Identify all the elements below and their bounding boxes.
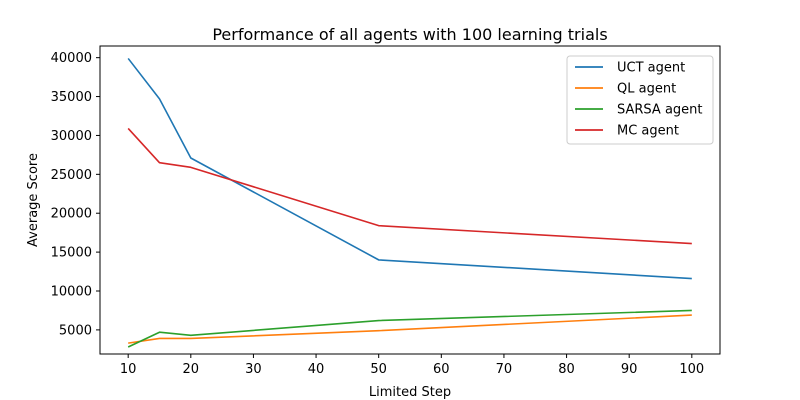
- x-tick-label: 80: [558, 362, 575, 377]
- series-line-2: [127, 309, 692, 348]
- legend-label-2: SARSA agent: [617, 103, 703, 118]
- series-lines: [127, 57, 692, 348]
- x-tick-label: 50: [370, 362, 387, 377]
- x-tick-label: 60: [433, 362, 450, 377]
- x-axis: 10 20 30 40 50 60 70 80 90 100: [120, 354, 704, 377]
- legend-box: [566, 55, 714, 145]
- series-line-3: [127, 127, 692, 245]
- y-tick-label: 35000: [51, 90, 92, 105]
- x-tick-label: 70: [496, 362, 513, 377]
- series-line-1: [128, 314, 692, 344]
- plot-frame: [99, 45, 721, 355]
- x-tick-label: 40: [308, 362, 325, 377]
- y-tick-label: 40000: [51, 51, 92, 66]
- y-tick-label: 30000: [51, 129, 92, 144]
- legend-label-1: QL agent: [617, 82, 676, 97]
- x-tick-label: 20: [183, 362, 200, 377]
- y-axis-label: Average Score: [26, 153, 41, 247]
- y-tick-label: 15000: [51, 246, 92, 261]
- y-axis: 5000 10000 15000 20000 25000 30000 35000 40000: [51, 51, 100, 338]
- y-tick-label: 25000: [51, 168, 92, 183]
- legend-label-3: MC agent: [617, 124, 679, 139]
- legend: UCT agent QL agent SARSA agent MC agent: [566, 55, 714, 145]
- y-tick-label: 20000: [51, 207, 92, 222]
- x-tick-label: 10: [120, 362, 137, 377]
- x-tick-label: 30: [245, 362, 262, 377]
- chart-title: Performance of all agents with 100 learn…: [212, 25, 607, 44]
- x-axis-label: Limited Step: [369, 385, 451, 400]
- legend-label-0: UCT agent: [617, 61, 685, 76]
- x-tick-label: 90: [621, 362, 638, 377]
- y-tick-label: 10000: [51, 285, 92, 300]
- series-line-0: [127, 57, 692, 280]
- x-tick-label: 100: [679, 362, 704, 377]
- y-tick-label: 5000: [59, 323, 92, 338]
